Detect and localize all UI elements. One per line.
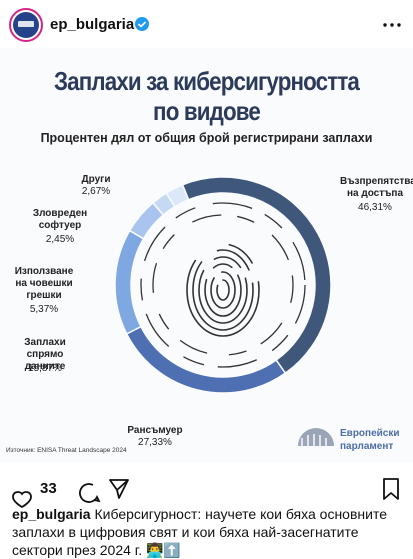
share-button[interactable] xyxy=(109,479,129,499)
value-label: 27,33% xyxy=(138,437,172,448)
logo-icon-lines xyxy=(301,434,327,446)
donut-segment xyxy=(165,183,190,208)
username[interactable]: ep_bulgaria xyxy=(50,16,135,33)
caption: ep_bulgaria Киберсигурност: научете кои … xyxy=(12,505,404,559)
avatar-logo xyxy=(18,21,34,27)
caption-text: Киберсигурност: научете кои бяха основни… xyxy=(12,506,387,558)
value-label: 5,37% xyxy=(29,304,59,315)
verified-check xyxy=(137,21,147,28)
value-label: 15,87% xyxy=(28,363,62,374)
post-image xyxy=(0,48,413,463)
like-count: 33 xyxy=(40,480,57,497)
category-label: Възпрепятстване на достъпа xyxy=(340,176,413,199)
donut xyxy=(114,176,332,394)
category-label: Използване на човешки грешки xyxy=(14,266,74,301)
comment-button[interactable] xyxy=(79,483,101,503)
category-label: Рансъмуер xyxy=(127,425,183,436)
chart-title: Заплахи за киберсигурността xyxy=(53,66,360,96)
save-button[interactable] xyxy=(383,478,399,500)
category-label: Заплахи спрямо данните xyxy=(24,337,66,372)
value-label: 2,67% xyxy=(81,186,111,197)
logo-text: Европейски xyxy=(340,428,400,439)
avatar-ring[interactable] xyxy=(9,8,43,42)
value-label: 46,31% xyxy=(358,202,392,213)
category-label: Други xyxy=(81,174,111,185)
logo-icon xyxy=(298,428,334,446)
more-menu[interactable] xyxy=(383,23,401,27)
value-label: 2,45% xyxy=(45,234,75,245)
logo-text: парламент xyxy=(340,441,394,452)
decor-ring xyxy=(140,202,306,368)
decor-ring xyxy=(152,214,294,356)
chart-title: по видове xyxy=(153,96,261,126)
chart-subtitle: Процентен дял от общия брой регистрирани… xyxy=(40,131,373,145)
like-button[interactable] xyxy=(12,491,32,509)
fingerprint xyxy=(186,243,260,337)
caption-username[interactable]: ep_bulgaria xyxy=(12,506,91,522)
verified-badge xyxy=(135,17,149,31)
source-note: Източник: ENISA Threat Landscape 2024 xyxy=(6,447,127,454)
category-label: Зловреден софтуер xyxy=(32,208,88,231)
